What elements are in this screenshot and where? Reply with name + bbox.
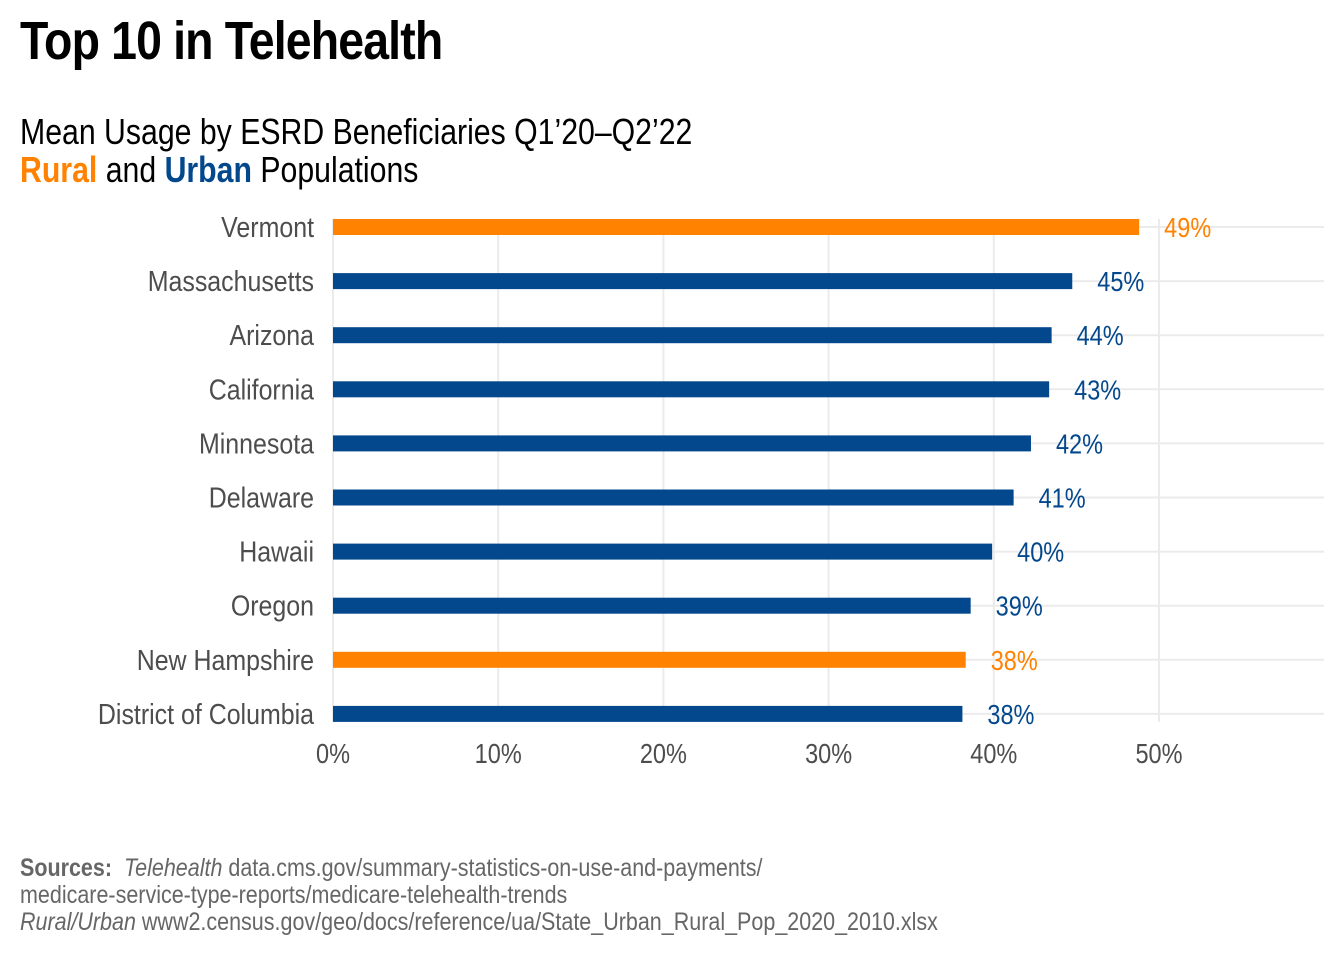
legend-urban: Urban [164,149,252,190]
legend-rural: Rural [20,149,98,190]
x-tick-label: 10% [475,739,522,769]
x-tick-label: 30% [805,739,852,769]
rural-urban-url: www2.census.gov/geo/docs/reference/ua/St… [135,908,938,936]
category-label: District of Columbia [98,698,315,730]
value-label: 41% [1039,484,1086,514]
subtitle-line-1: Mean Usage by ESRD Beneficiaries Q1’20–Q… [20,111,693,152]
value-label: 40% [1017,538,1064,568]
value-label: 38% [987,700,1034,730]
value-label: 43% [1074,375,1121,405]
bar-chart: Vermont Massachusetts Arizona California Min… [98,211,1324,769]
bars [333,219,1140,722]
sources-line-3: Rural/Urban www2.census.gov/geo/docs/ref… [20,909,938,936]
value-label: 49% [1164,213,1211,243]
sources-line-1: Sources: Telehealth data.cms.gov/summary… [20,855,938,882]
category-label: Arizona [229,319,314,351]
sources-note: Sources: Telehealth data.cms.gov/summary… [20,855,938,936]
value-labels: 49% 45% 44% 43% 42% 41% 40% 39% 38% 38% [987,213,1211,730]
category-labels: Vermont Massachusetts Arizona California Min… [98,211,315,730]
value-label: 39% [996,592,1043,622]
x-tick-label: 40% [970,739,1017,769]
subtitle-populations: Populations [251,149,419,190]
subtitle-line-2: Rural and Urban Populations [20,151,692,189]
telehealth-url-1: data.cms.gov/summary-statistics-on-use-a… [222,854,763,882]
value-label: 38% [991,646,1038,676]
telehealth-source-label: Telehealth [123,854,223,882]
bar-minnesota [333,435,1031,452]
bar-district-of-columbia [333,705,963,722]
bar-massachusetts [333,273,1073,290]
bar-vermont [333,219,1140,235]
category-label: Massachusetts [148,265,314,297]
category-label: Hawaii [239,536,314,568]
bar-new-hampshire [333,651,966,668]
category-label: California [209,374,315,406]
category-label: New Hampshire [137,644,314,676]
x-tick-label: 50% [1135,739,1182,769]
bar-arizona [333,327,1052,344]
bar-california [333,381,1050,398]
category-label: Vermont [221,211,314,243]
x-tick-label: 20% [640,739,687,769]
category-label: Oregon [231,590,314,622]
chart-title: Top 10 in Telehealth [20,11,443,71]
bar-delaware [333,489,1014,506]
bar-oregon [333,597,971,614]
vertical-gridlines [332,219,1160,722]
telehealth-url-2: medicare-service-type-reports/medicare-t… [20,881,568,909]
category-label: Delaware [209,482,314,514]
x-tick-label: 0% [316,739,350,769]
value-label: 42% [1056,430,1103,460]
x-axis-tick-labels: 0% 10% 20% 30% 40% 50% [316,739,1183,769]
category-label: Minnesota [199,428,315,460]
chart-subtitle: Mean Usage by ESRD Beneficiaries Q1’20–Q… [20,113,692,189]
rural-urban-source-label: Rural/Urban [20,908,136,936]
value-label: 45% [1097,267,1144,297]
bar-hawaii [333,543,993,560]
value-label: 44% [1077,321,1124,351]
subtitle-and: and [97,149,165,190]
sources-label: Sources: [20,854,113,882]
